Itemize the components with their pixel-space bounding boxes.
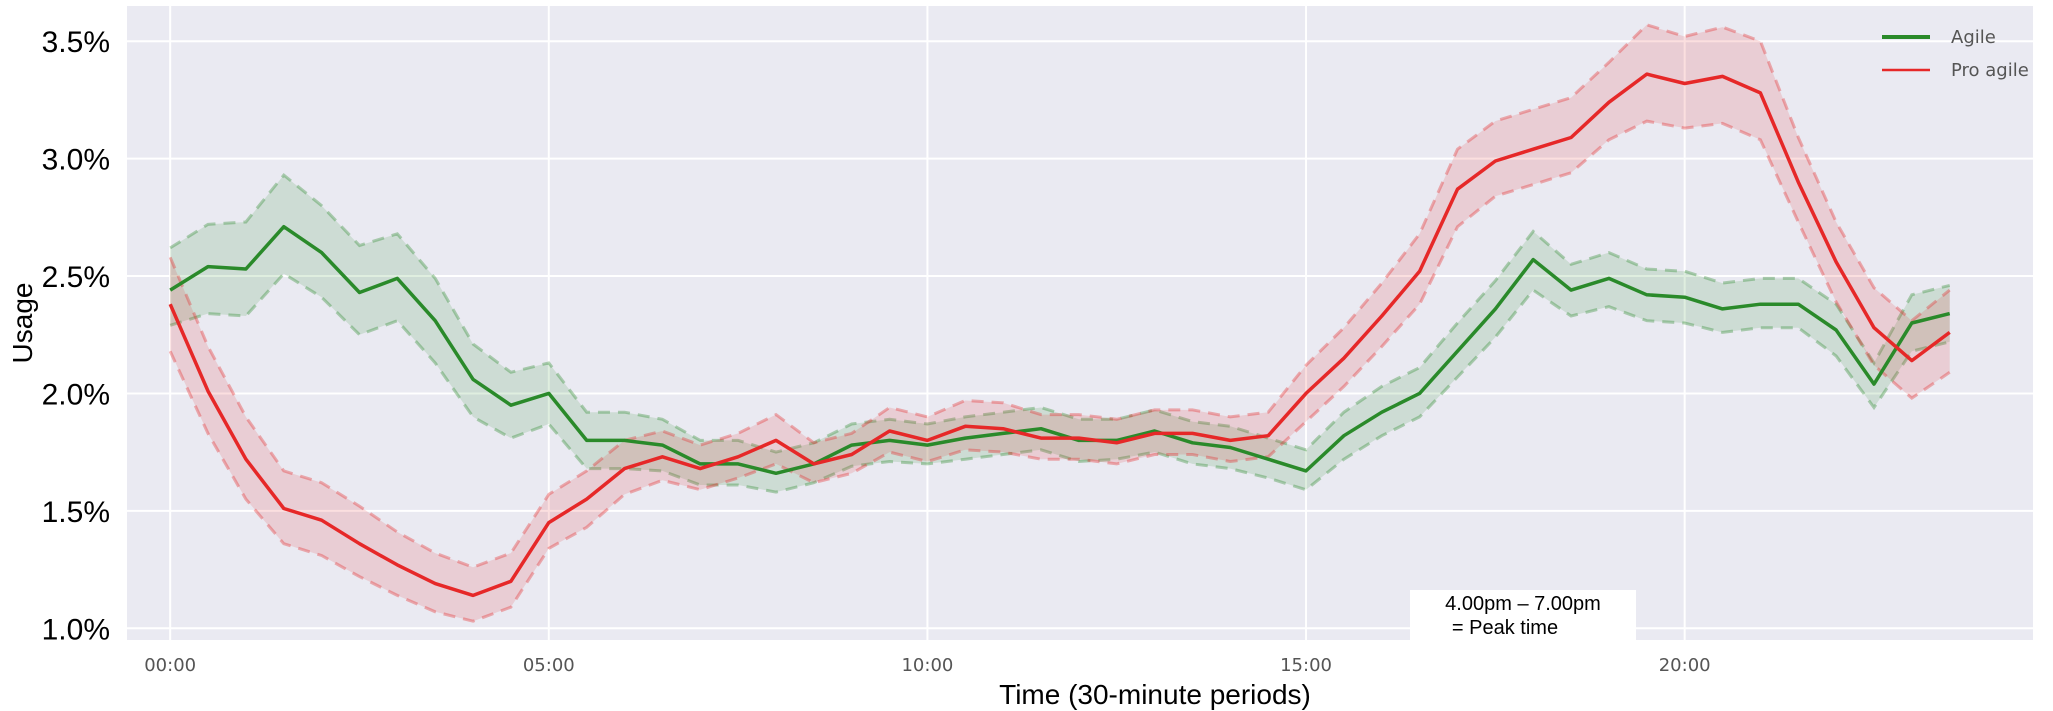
x-axis-label: Time (30-minute periods) xyxy=(999,679,1311,710)
legend-agile-label: Agile xyxy=(1951,27,1996,48)
x-tick-label: 05:00 xyxy=(523,655,575,676)
series-lines xyxy=(168,72,1951,598)
pro-agile-band xyxy=(170,24,1950,622)
pro-agile-lower-bound xyxy=(168,119,1951,623)
legend: Agile Pro agile xyxy=(1882,27,2029,81)
x-tick-label: 20:00 xyxy=(1659,655,1711,676)
agile-line xyxy=(169,224,1951,476)
agile-lower-bound xyxy=(169,271,1951,494)
pro-agile-line xyxy=(168,72,1951,598)
confidence-bands xyxy=(168,23,1951,623)
pro-agile-upper-bound xyxy=(168,23,1951,569)
y-tick-label: 2.0% xyxy=(42,378,110,411)
legend-pro-agile-label: Pro agile xyxy=(1951,60,2029,81)
agile-band xyxy=(170,175,1950,493)
x-tick-label: 10:00 xyxy=(901,655,953,676)
x-tick-label: 00:00 xyxy=(144,655,196,676)
y-tick-label: 3.5% xyxy=(42,26,110,59)
peak-time-label: = Peak time xyxy=(1451,617,1559,639)
y-tick-label: 3.0% xyxy=(42,144,110,177)
peak-time-annotation: 4.00pm – 7.00pm = Peak time xyxy=(1410,590,1636,642)
y-axis-ticks: 1.0% 1.5% 2.0% 2.5% 3.0% 3.5% xyxy=(42,26,110,646)
y-axis-label: Usage xyxy=(7,283,38,364)
y-tick-label: 1.5% xyxy=(42,496,110,529)
peak-time-range: 4.00pm – 7.00pm xyxy=(1445,593,1601,615)
x-axis-ticks: 00:00 05:00 10:00 15:00 20:00 xyxy=(144,655,1710,676)
y-tick-label: 2.5% xyxy=(42,261,110,294)
plot-area xyxy=(127,6,2033,640)
gridlines xyxy=(127,6,2033,640)
agile-upper-bound xyxy=(169,172,1951,454)
y-tick-label: 1.0% xyxy=(42,613,110,646)
x-tick-label: 15:00 xyxy=(1280,655,1332,676)
